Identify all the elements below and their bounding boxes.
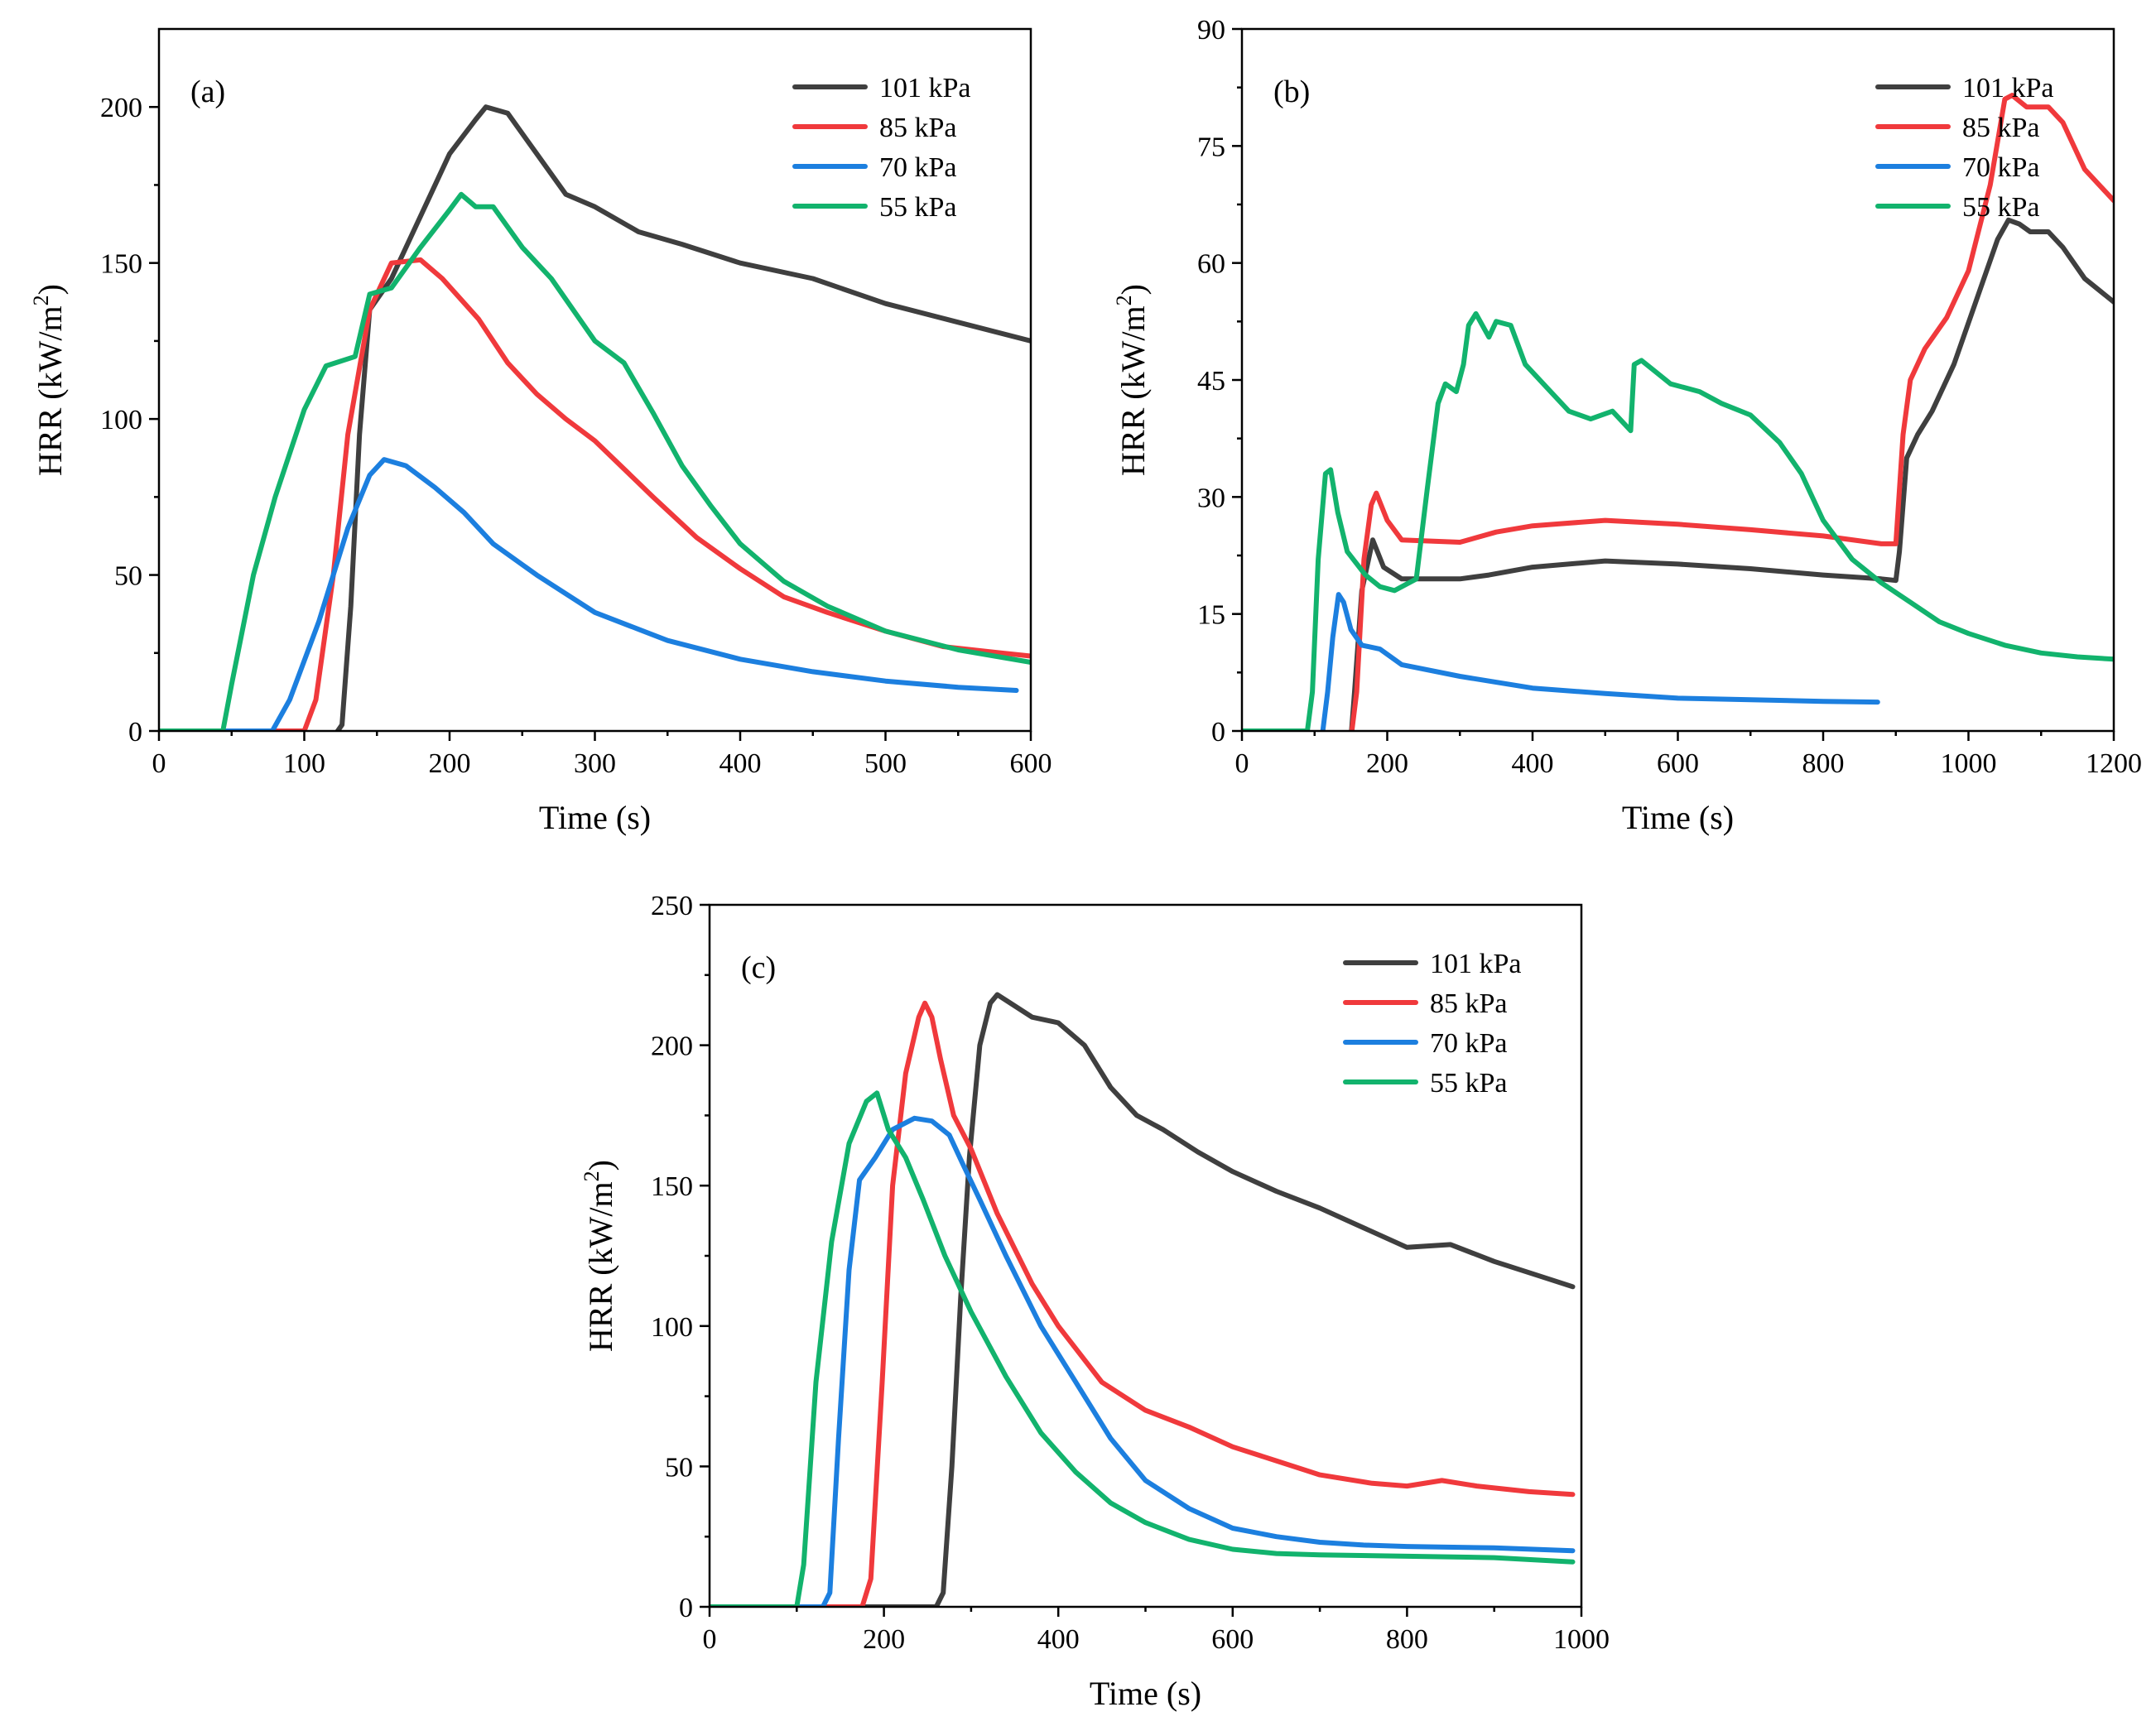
panel-c-series-line-70-kpa bbox=[710, 1115, 1576, 1607]
panel-b-series-group bbox=[1242, 93, 2114, 731]
panel-c-x-tick-label: 400 bbox=[1037, 1624, 1080, 1655]
panel-c-x-axis-title: Time (s) bbox=[1090, 1675, 1201, 1712]
panel-c-y-tick-label: 50 bbox=[665, 1452, 693, 1483]
panel-b-x-tick-label: 200 bbox=[1366, 748, 1408, 779]
panel-a-x-tick-label: 0 bbox=[152, 748, 166, 779]
panel-a-y-axis-title-main: HRR (kW/m bbox=[31, 305, 69, 476]
panel-a-y-axis-title: HRR (kW/m2) bbox=[29, 284, 69, 476]
panel-b-y-axis-title-close: ) bbox=[1114, 284, 1152, 295]
panel-b-legend: 101 kPa 85 kPa 70 kPa 55 kPa bbox=[1875, 73, 2054, 223]
panel-a-legend-label-70-kpa: 70 kPa bbox=[879, 152, 957, 183]
panel-a-legend: 101 kPa 85 kPa 70 kPa 55 kPa bbox=[792, 73, 971, 223]
panel-c-y-axis-title-main: HRR (kW/m bbox=[582, 1181, 619, 1352]
panel-a-series-line-85-kpa bbox=[159, 257, 1031, 731]
panel-c-series-line-55-kpa bbox=[710, 1090, 1576, 1607]
panel-c-y-tick-label: 0 bbox=[679, 1593, 693, 1623]
chart-panel-a: 0 100 200 300 400 500 600 0 50 100 150 200 Time (s) H… bbox=[29, 27, 1052, 836]
panel-a-legend-label-55-kpa: 55 kPa bbox=[879, 192, 957, 223]
chart-panel-b: 0 200 400 600 800 1000 1200 0 15 30 45 60 75 90 Time (… bbox=[1112, 15, 2142, 836]
panel-a-y-axis-title-sup: 2 bbox=[29, 295, 53, 305]
panel-a-y-tick-label: 100 bbox=[100, 405, 142, 435]
panel-a-y-axis-title-close: ) bbox=[31, 284, 69, 295]
panel-a-y-tick-label: 150 bbox=[100, 249, 142, 280]
panel-b-y-axis-title-main: HRR (kW/m bbox=[1114, 305, 1152, 476]
panel-b-label: (b) bbox=[1273, 75, 1310, 109]
panel-a-legend-label-85-kpa: 85 kPa bbox=[879, 113, 957, 143]
panel-b-x-tick-label: 0 bbox=[1235, 748, 1249, 779]
panel-b-y-tick-label: 60 bbox=[1197, 249, 1225, 280]
panel-c-legend-label-70-kpa: 70 kPa bbox=[1430, 1028, 1508, 1059]
panel-a-x-tick-label: 400 bbox=[719, 748, 762, 779]
panel-b-series-line-70-kpa bbox=[1320, 592, 1880, 731]
panel-a-label: (a) bbox=[190, 75, 225, 109]
panel-c-series-group bbox=[710, 992, 1576, 1607]
panel-c-legend-label-101-kpa: 101 kPa bbox=[1430, 949, 1522, 979]
panel-b-y-tick-label: 30 bbox=[1197, 483, 1225, 513]
panel-a-y-tick-label: 0 bbox=[128, 717, 142, 748]
panel-b-x-axis-title: Time (s) bbox=[1622, 799, 1734, 836]
panel-a-series-line-70-kpa bbox=[159, 457, 1019, 731]
panel-b-y-tick-label: 45 bbox=[1197, 366, 1225, 397]
panel-c-y-axis-title: HRR (kW/m2) bbox=[580, 1160, 619, 1352]
panel-c-x-tick-label: 0 bbox=[703, 1624, 717, 1655]
panel-a-x-axis-title: Time (s) bbox=[539, 799, 651, 836]
panel-a-series-group bbox=[159, 104, 1031, 731]
panel-c-x-tick-label: 800 bbox=[1386, 1624, 1428, 1655]
panel-b-series-line-55-kpa bbox=[1242, 310, 2114, 731]
panel-a-x-tick-label: 500 bbox=[864, 748, 907, 779]
panel-b-y-axis-title: HRR (kW/m2) bbox=[1112, 284, 1152, 476]
panel-a-x-tick-label: 100 bbox=[283, 748, 325, 779]
panel-c-legend-label-85-kpa: 85 kPa bbox=[1430, 988, 1508, 1019]
panel-b-legend-label-101-kpa: 101 kPa bbox=[1962, 73, 2054, 103]
panel-b-legend-label-70-kpa: 70 kPa bbox=[1962, 152, 2040, 183]
panel-a-legend-label-101-kpa: 101 kPa bbox=[879, 73, 971, 103]
panel-a-x-tick-label: 300 bbox=[574, 748, 616, 779]
panel-b-y-tick-label: 75 bbox=[1197, 132, 1225, 162]
panel-a-y-tick-label: 200 bbox=[100, 93, 142, 123]
panel-b-x-tick-label: 600 bbox=[1657, 748, 1699, 779]
panel-a-y-tick-label: 50 bbox=[114, 561, 142, 592]
panel-b-y-axis-title-sup: 2 bbox=[1112, 295, 1136, 305]
panel-b-series-line-101-kpa bbox=[1349, 217, 2114, 731]
panel-c-x-tick-label: 1000 bbox=[1553, 1624, 1610, 1655]
panel-c-y-tick-label: 100 bbox=[651, 1312, 693, 1343]
panel-b-y-tick-label: 90 bbox=[1197, 15, 1225, 46]
chart-panel-c: 0 200 400 600 800 1000 0 50 100 150 200 250 Time (s)… bbox=[580, 891, 1610, 1712]
panel-c-label: (c) bbox=[741, 950, 776, 985]
panel-c-y-axis-title-sup: 2 bbox=[580, 1171, 604, 1181]
panel-c-series-line-101-kpa bbox=[710, 992, 1576, 1607]
panel-a-x-tick-label: 200 bbox=[429, 748, 471, 779]
panel-b-x-tick-label: 1200 bbox=[2086, 748, 2142, 779]
panel-c-y-tick-label: 150 bbox=[651, 1171, 693, 1202]
panel-b-x-tick-label: 400 bbox=[1512, 748, 1554, 779]
panel-b-series-line-85-kpa bbox=[1349, 93, 2114, 731]
panel-c-y-axis-title-close: ) bbox=[582, 1160, 619, 1171]
panel-b-legend-label-85-kpa: 85 kPa bbox=[1962, 113, 2040, 143]
panel-a-series-line-101-kpa bbox=[334, 104, 1031, 731]
panel-b-x-tick-label: 1000 bbox=[1941, 748, 1997, 779]
panel-c-x-tick-label: 200 bbox=[863, 1624, 905, 1655]
panel-b-x-tick-label: 800 bbox=[1802, 748, 1845, 779]
panel-a-series-line-55-kpa bbox=[159, 191, 1031, 731]
panel-c-legend: 101 kPa 85 kPa 70 kPa 55 kPa bbox=[1343, 949, 1522, 1099]
panel-b-y-tick-label: 0 bbox=[1211, 717, 1225, 748]
panel-c-x-tick-label: 600 bbox=[1211, 1624, 1254, 1655]
panel-c-y-tick-label: 200 bbox=[651, 1031, 693, 1062]
panel-b-y-tick-label: 15 bbox=[1197, 600, 1225, 631]
panel-a-x-tick-label: 600 bbox=[1010, 748, 1052, 779]
panel-c-y-tick-label: 250 bbox=[651, 891, 693, 921]
panel-b-legend-label-55-kpa: 55 kPa bbox=[1962, 192, 2040, 223]
panel-c-legend-label-55-kpa: 55 kPa bbox=[1430, 1068, 1508, 1099]
